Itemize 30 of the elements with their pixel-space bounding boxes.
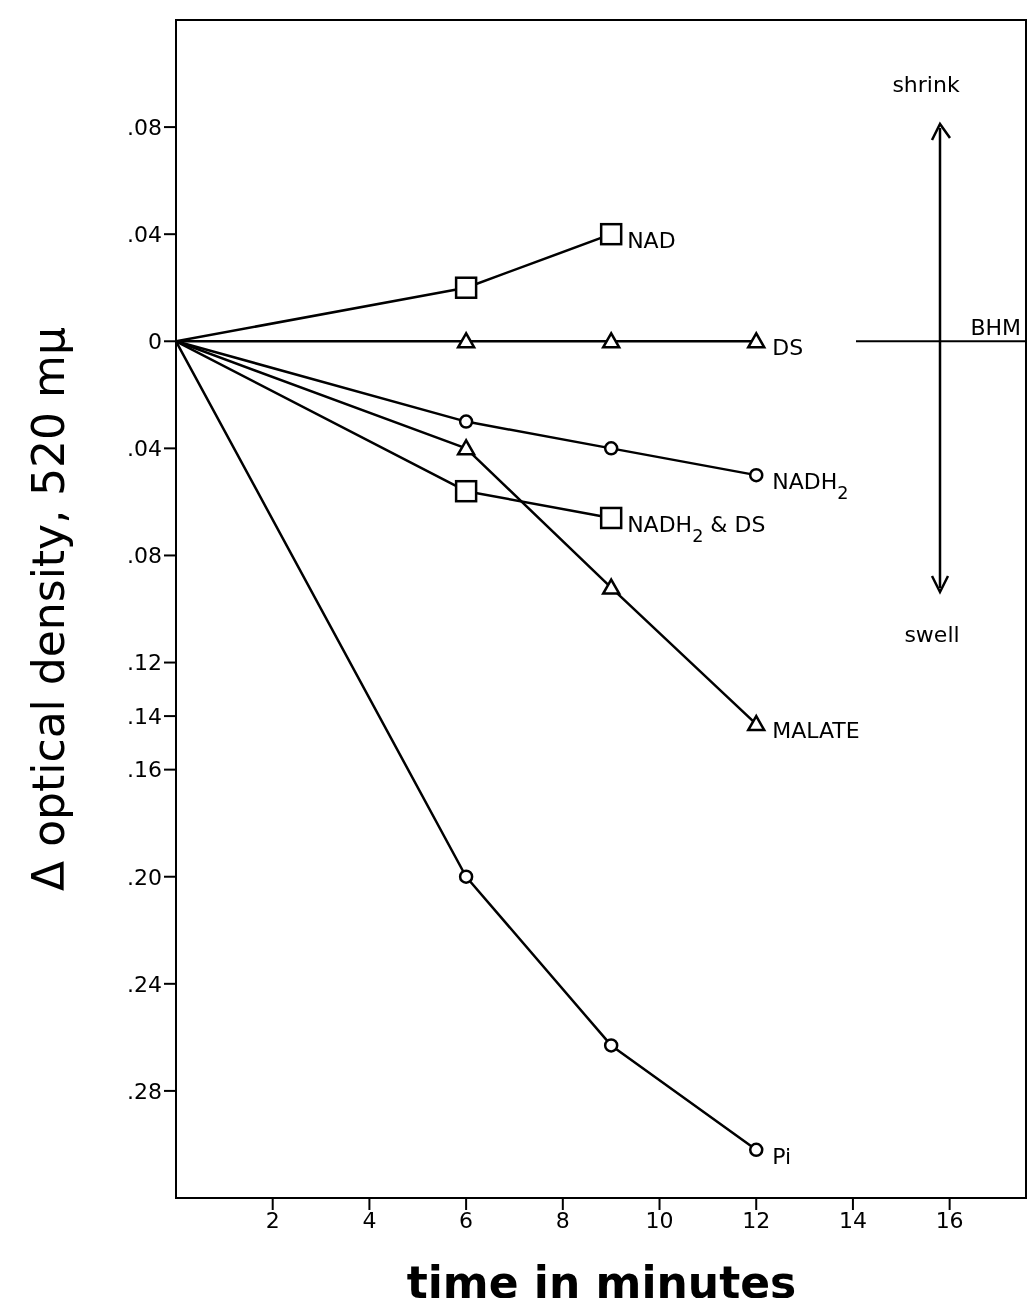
annotation: shrink xyxy=(892,72,960,97)
y-tick-label: .14 xyxy=(127,703,162,729)
y-tick-label: .20 xyxy=(127,864,162,890)
y-axis-title: Δ optical density, 520 mμ xyxy=(22,327,74,891)
y-tick-label: .04 xyxy=(127,221,162,247)
series-label: NAD xyxy=(627,228,676,254)
series-label: MALATE xyxy=(772,718,860,744)
x-tick-label: 8 xyxy=(555,1207,570,1233)
series-label: NADH$_{2}$ & DS xyxy=(627,511,766,546)
series-label: NADH$_{2}$ xyxy=(772,469,849,504)
x-tick-label: 2 xyxy=(265,1207,280,1233)
y-tick-label: .04 xyxy=(127,436,162,462)
y-tick-label: .24 xyxy=(127,971,162,997)
x-tick-label: 10 xyxy=(645,1207,674,1233)
x-tick-label: 4 xyxy=(362,1207,377,1233)
y-tick-label: .16 xyxy=(127,757,162,783)
y-tick-label: .08 xyxy=(127,114,162,140)
annotation: swell xyxy=(904,622,960,647)
x-tick-label: 14 xyxy=(838,1207,867,1233)
y-tick-label: 0 xyxy=(148,329,162,355)
y-tick-label: .12 xyxy=(127,650,162,676)
series-label: DS xyxy=(772,335,804,361)
y-tick-label: .28 xyxy=(127,1078,162,1104)
x-axis-title: time in minutes xyxy=(406,1257,797,1307)
x-tick-label: 16 xyxy=(935,1207,964,1233)
x-tick-label: 6 xyxy=(459,1207,474,1233)
annotation: BHM xyxy=(970,315,1021,341)
series-label: Pi xyxy=(772,1143,792,1169)
x-tick-label: 12 xyxy=(742,1207,771,1233)
y-tick-label: .08 xyxy=(127,543,162,569)
